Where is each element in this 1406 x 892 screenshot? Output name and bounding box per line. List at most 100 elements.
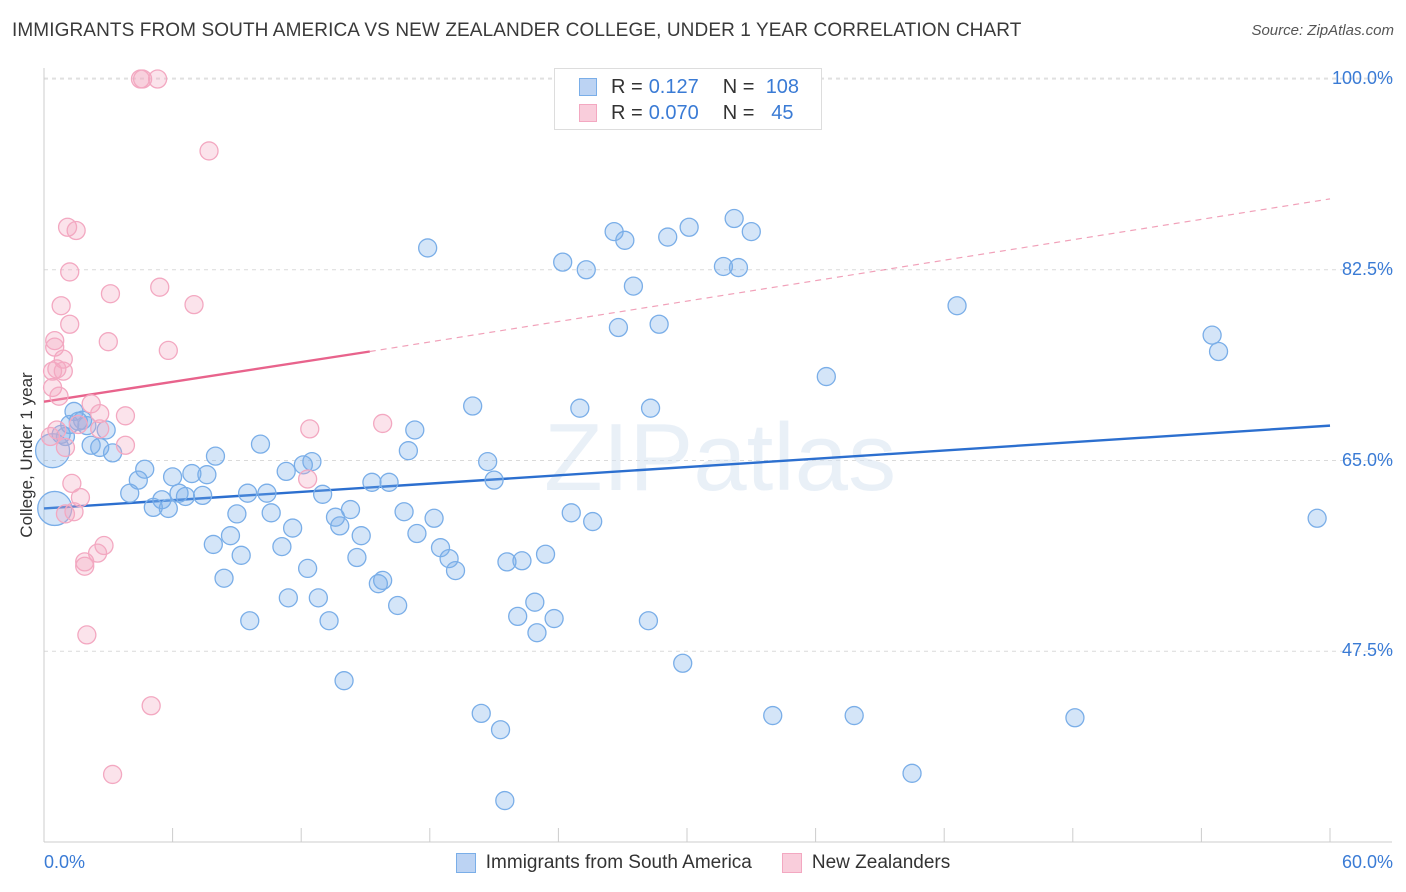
point-south-america (484, 470, 504, 490)
point-new-zealander (90, 419, 110, 439)
point-south-america (1202, 325, 1222, 345)
legend-swatch-blue (579, 78, 597, 96)
point-south-america (471, 703, 491, 724)
point-south-america (37, 490, 73, 527)
point-south-america (319, 611, 339, 631)
point-south-america (844, 705, 864, 726)
x-tick-label-max: 60.0% (1341, 852, 1393, 872)
point-south-america (508, 606, 528, 627)
point-south-america (527, 623, 547, 643)
point-south-america (192, 485, 213, 506)
y-tick-label: 82.5% (1341, 258, 1393, 279)
point-south-america (535, 544, 556, 564)
point-south-america (362, 472, 382, 492)
point-new-zealander (60, 262, 80, 282)
legend-swatch-blue (455, 853, 476, 873)
point-south-america (512, 551, 532, 571)
point-south-america (445, 560, 466, 581)
point-new-zealander (68, 414, 88, 435)
point-new-zealander (60, 314, 80, 334)
point-south-america (347, 547, 367, 568)
point-new-zealander (98, 332, 118, 352)
point-south-america (387, 595, 408, 616)
point-south-america (302, 451, 322, 472)
point-new-zealander (51, 296, 71, 316)
point-new-zealander (184, 294, 204, 315)
point-south-america (728, 257, 749, 278)
point-south-america (576, 260, 596, 280)
chart-source: Source: ZipAtlas.com (1251, 22, 1394, 39)
x-tick-label-min: 0.0% (44, 852, 86, 872)
point-new-zealander (53, 361, 73, 381)
point-south-america (257, 483, 277, 503)
point-south-america (372, 570, 393, 591)
point-south-america (272, 536, 292, 557)
point-south-america (297, 558, 318, 579)
axes (43, 68, 1392, 843)
point-south-america (135, 459, 155, 479)
point-new-zealander (132, 69, 153, 89)
point-new-zealander (102, 764, 123, 785)
point-south-america (282, 518, 303, 538)
point-south-america (250, 434, 271, 454)
point-new-zealander (90, 403, 110, 424)
y-tick-label: 47.5% (1341, 640, 1393, 661)
point-south-america (312, 484, 333, 504)
point-south-america (308, 588, 328, 608)
point-south-america (128, 470, 148, 490)
point-new-zealander (100, 284, 121, 304)
point-south-america (463, 396, 483, 416)
point-new-zealander (199, 141, 219, 161)
point-south-america (325, 507, 346, 527)
y-tick-label: 65.0% (1341, 449, 1393, 470)
n-label: N = (722, 101, 755, 124)
point-new-zealander (115, 435, 136, 455)
legend-swatch-pink (579, 104, 597, 122)
point-new-zealander (141, 696, 161, 716)
point-new-zealander (372, 413, 393, 434)
point-south-america (623, 276, 644, 296)
point-south-america (561, 503, 581, 523)
point-new-zealander (62, 473, 82, 494)
point-south-america (1065, 708, 1085, 728)
point-new-zealander (70, 487, 91, 508)
point-south-america (763, 705, 783, 726)
point-south-america (1208, 341, 1229, 362)
r-value: 0.127 (648, 75, 699, 98)
chart-title: IMMIGRANTS FROM SOUTH AMERICA VS NEW ZEA… (12, 20, 1022, 41)
point-south-america (947, 296, 967, 316)
r-value: 0.070 (648, 101, 699, 124)
trend-line-1 (43, 350, 370, 403)
legend-row-south-america: R = 0.127 N = 108 (579, 75, 802, 99)
point-south-america (615, 230, 635, 250)
point-new-zealander (64, 502, 84, 522)
point-south-america (816, 366, 836, 387)
point-south-america (220, 526, 241, 546)
point-new-zealander (158, 340, 178, 361)
point-south-america (330, 516, 350, 536)
gridlines (44, 77, 1392, 652)
point-south-america (478, 451, 498, 472)
point-south-america (278, 588, 298, 608)
point-new-zealander (297, 469, 318, 489)
trend-line-dashed-1 (369, 198, 1331, 353)
point-south-america (608, 317, 629, 338)
point-south-america (418, 238, 438, 258)
point-south-america (495, 790, 515, 811)
data-points (34, 69, 1327, 811)
point-south-america (713, 256, 734, 277)
point-south-america (261, 503, 281, 523)
point-south-america (162, 467, 183, 487)
r-label: R = (611, 75, 643, 98)
point-south-america (1307, 508, 1327, 528)
point-south-america (237, 483, 258, 503)
point-south-america (553, 252, 573, 272)
point-south-america (351, 526, 371, 546)
point-south-america (340, 499, 361, 520)
point-south-america (334, 671, 354, 691)
n-label: N = (722, 75, 755, 98)
point-south-america (407, 523, 427, 544)
point-new-zealander (94, 535, 114, 556)
point-new-zealander (75, 556, 95, 576)
n-value: 45 (771, 101, 794, 124)
